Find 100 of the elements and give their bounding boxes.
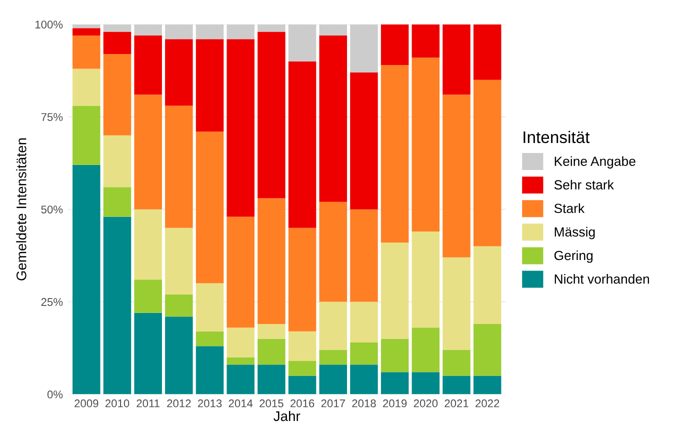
x-tick-label: 2012 [167, 399, 191, 408]
x-axis-title: Jahr [274, 410, 300, 422]
bar [350, 209, 378, 302]
bar [72, 164, 100, 394]
bar [226, 24, 254, 40]
bar [134, 24, 162, 36]
bar [196, 39, 224, 132]
y-tick-label: 100% [35, 20, 63, 28]
bar [103, 216, 132, 394]
bar [380, 65, 409, 243]
bar [473, 376, 502, 394]
y-tick-label: 75% [41, 113, 63, 121]
legend-label: Gering [554, 250, 593, 263]
bar [319, 302, 348, 350]
bar [226, 357, 254, 365]
bar [412, 372, 440, 394]
x-tick-label: 2020 [414, 399, 438, 408]
bar [350, 302, 378, 342]
bar [350, 342, 378, 365]
bar [165, 106, 193, 228]
x-tick-label: 2019 [383, 399, 407, 408]
bar [258, 364, 286, 394]
bar [72, 28, 100, 36]
x-tick-label: 2016 [290, 399, 314, 408]
bar [258, 24, 286, 32]
y-axis-title: Gemeldete Intensitäten [16, 138, 26, 280]
bar [380, 338, 409, 372]
bar [412, 328, 440, 372]
bar [350, 72, 378, 210]
bar [165, 316, 193, 394]
bar [226, 216, 254, 328]
bar [103, 135, 132, 188]
bar [380, 372, 409, 394]
bar [319, 202, 348, 302]
bar [442, 350, 470, 376]
legend-title: Intensität [524, 130, 590, 144]
bar [72, 24, 100, 28]
bar [288, 61, 316, 228]
bar [72, 68, 100, 106]
bar [473, 324, 502, 376]
y-tick-label: 0% [47, 390, 63, 398]
bar [165, 24, 193, 40]
bar [103, 54, 132, 136]
y-tick-label: 25% [41, 298, 63, 306]
bar [134, 280, 162, 313]
bar [412, 58, 440, 232]
legend-label: Sehr stark [554, 180, 614, 190]
x-tick-label: 2011 [136, 399, 160, 408]
bar [288, 360, 316, 376]
x-tick-label: 2014 [228, 399, 253, 408]
bar [319, 364, 348, 394]
legend-label: Nicht vorhanden [554, 274, 650, 284]
bar [72, 106, 100, 165]
legend-label: Stark [554, 203, 585, 214]
bar [350, 24, 378, 72]
x-tick-label: 2015 [260, 399, 284, 408]
bar [134, 94, 162, 210]
bar [412, 232, 440, 328]
bar [196, 132, 224, 284]
bar [196, 346, 224, 394]
x-tick-label: 2009 [74, 399, 98, 408]
bar [258, 32, 286, 198]
bar [319, 350, 348, 365]
legend-label: Keine Angabe [554, 156, 636, 169]
bar [442, 94, 470, 258]
x-tick-label: 2017 [321, 399, 345, 408]
bar [258, 198, 286, 324]
bar [319, 35, 348, 202]
bar [196, 24, 224, 40]
bar [258, 338, 286, 365]
bar [103, 24, 132, 32]
bar [442, 24, 470, 95]
y-tick-label: 50% [41, 206, 63, 214]
bar [473, 24, 502, 80]
x-tick-label: 2013 [198, 399, 222, 408]
bar [226, 364, 254, 394]
bar [288, 24, 316, 62]
bar [288, 331, 316, 361]
bar [165, 294, 193, 317]
bar [165, 39, 193, 106]
bar [380, 242, 409, 339]
bar [134, 35, 162, 95]
bar [380, 24, 409, 66]
bar [165, 228, 193, 294]
bar [473, 80, 502, 246]
x-tick-label: 2021 [444, 399, 468, 408]
bar [134, 312, 162, 394]
bar [226, 39, 254, 217]
bar [319, 24, 348, 36]
bar [103, 187, 132, 217]
bar [196, 331, 224, 346]
x-tick-label: 2022 [476, 399, 500, 408]
bar [288, 228, 316, 332]
bar [350, 364, 378, 394]
bar [288, 376, 316, 394]
bar [442, 376, 470, 394]
legend-label: Mässig [554, 226, 595, 240]
bar [196, 283, 224, 332]
bar [442, 257, 470, 350]
bar [412, 24, 440, 58]
